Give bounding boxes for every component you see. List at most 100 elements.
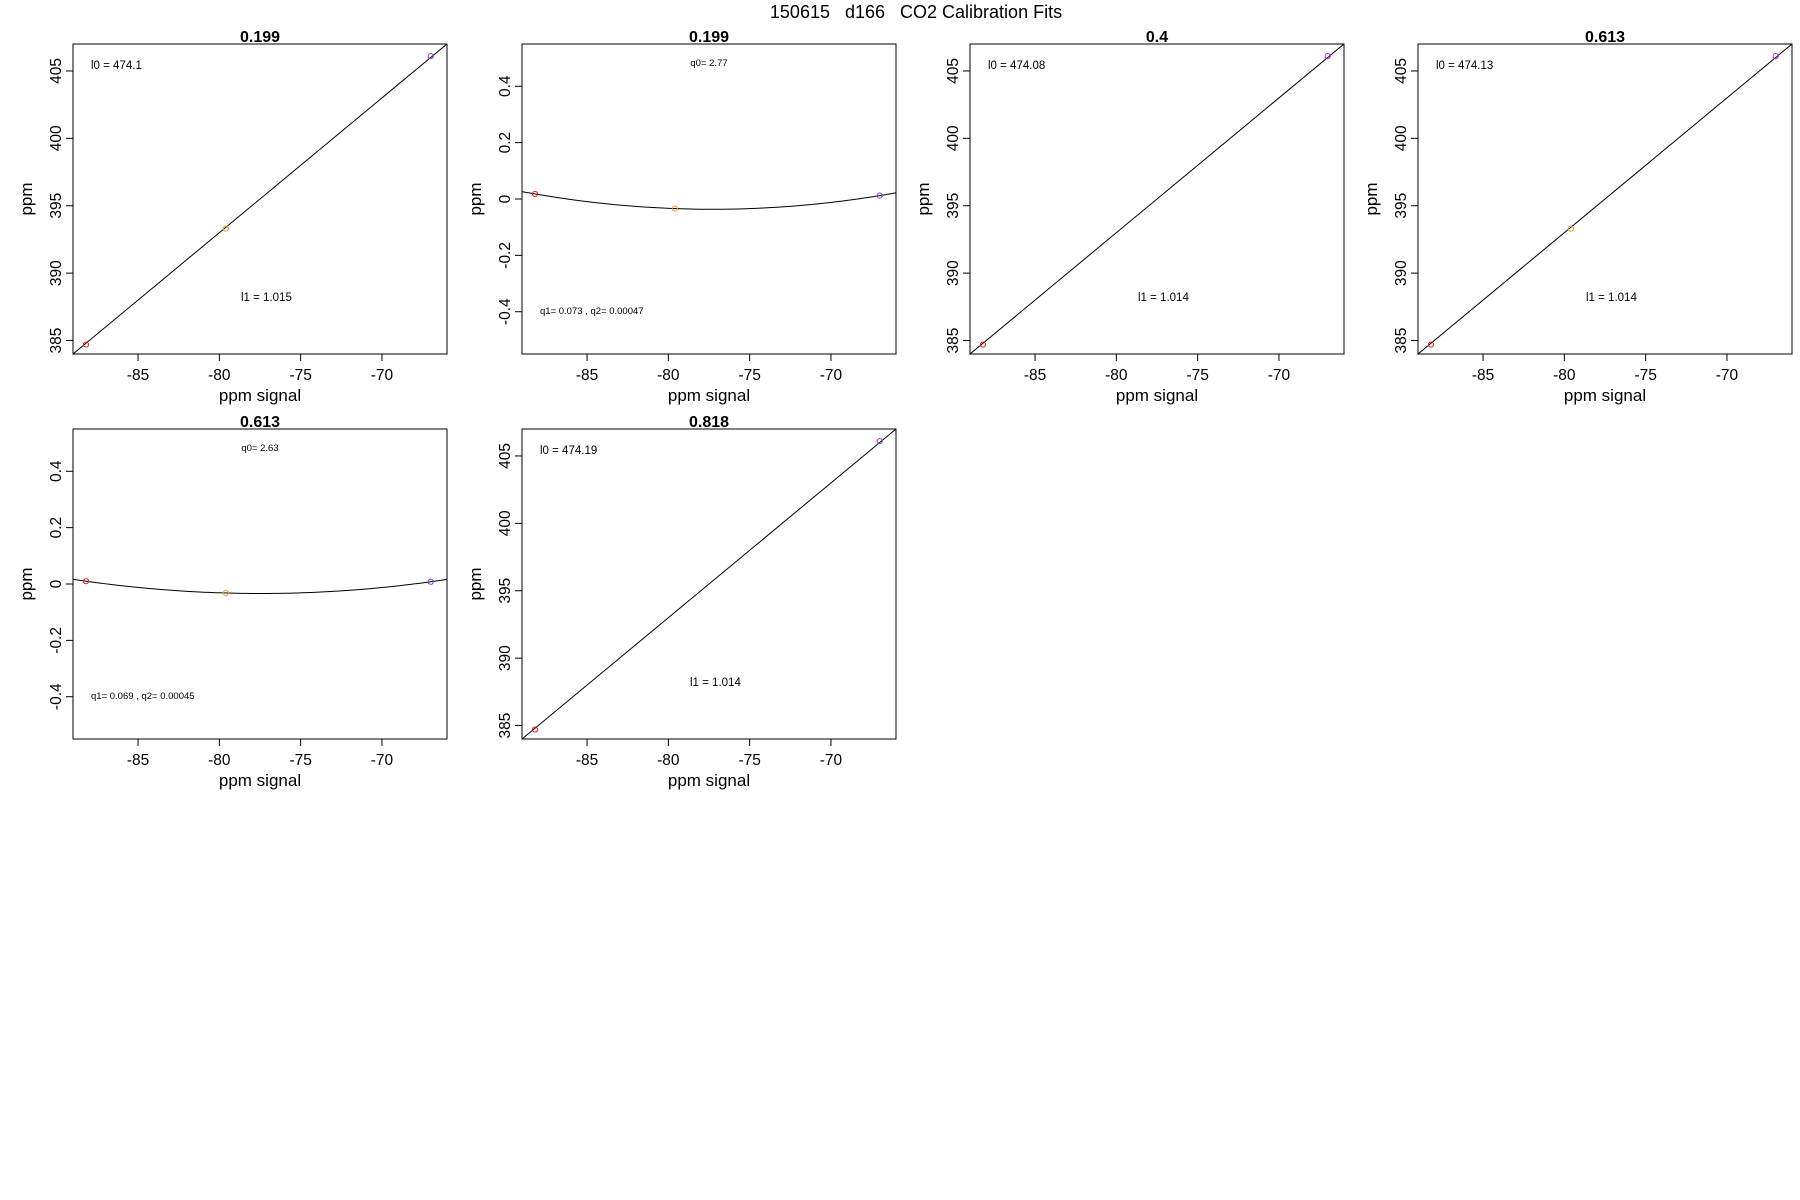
panel-title: 0.4 — [1146, 29, 1168, 46]
fit-line — [970, 44, 1344, 354]
panel-title: 0.613 — [1585, 29, 1625, 46]
y-tick-label: 0.4 — [497, 75, 514, 97]
y-tick-label: 390 — [48, 260, 65, 286]
chart-panel: -85 -80 -75 -70 385 390 395 400 405 0.4 ppm signal… — [914, 29, 1345, 405]
y-tick-label: 0 — [48, 579, 65, 588]
data-point — [82, 578, 90, 585]
panel-title: 0.818 — [689, 414, 729, 431]
x-axis-label: ppm signal — [1564, 386, 1646, 405]
x-tick-label: -80 — [657, 367, 680, 384]
fit-curve — [522, 191, 896, 210]
x-tick-label: -85 — [1024, 367, 1046, 384]
y-tick-label: 400 — [1393, 125, 1410, 151]
x-axis-label: ppm signal — [1116, 386, 1198, 405]
data-point — [876, 438, 883, 445]
fit-line — [73, 44, 447, 354]
data-point — [531, 726, 539, 733]
plot-frame — [521, 428, 897, 740]
x-tick-label: -70 — [820, 752, 843, 769]
annotation-q0: q0= 2.77 — [690, 58, 727, 69]
data-point — [876, 192, 883, 199]
annotation-intercept: l0 = 474.1 — [91, 60, 142, 72]
x-axis-label: ppm signal — [219, 771, 301, 790]
plot-frame — [72, 43, 448, 355]
y-tick-label: 405 — [1393, 58, 1410, 84]
x-tick-label: -70 — [371, 752, 394, 769]
y-tick-label: 395 — [1393, 193, 1410, 219]
annotation-slope: l1 = 1.015 — [241, 292, 292, 304]
y-tick-label: 390 — [945, 260, 962, 286]
chart-panel: -85 -80 -75 -70 385 390 395 400 405 0.199 ppm sign… — [17, 29, 448, 405]
data-point — [427, 53, 434, 60]
chart-panel: -85 -80 -75 -70 -0.4 -0.2 0 0.2 0.4 0.199 ppm sign… — [466, 29, 897, 405]
figure-suptitle: 150615 d166 CO2 Calibration Fits — [769, 2, 1063, 22]
annotation-slope: l1 = 1.014 — [690, 677, 741, 689]
y-tick-label: -0.2 — [48, 627, 65, 654]
y-axis-label: ppm — [1362, 182, 1381, 215]
y-tick-label: -0.4 — [497, 298, 514, 325]
annotation-slope: l1 = 1.014 — [1586, 292, 1637, 304]
y-axis-label: ppm — [466, 182, 485, 215]
y-tick-label: 385 — [945, 328, 962, 354]
panel-title: 0.199 — [240, 29, 280, 46]
x-tick-label: -85 — [1472, 367, 1494, 384]
data-point — [82, 341, 90, 348]
y-tick-label: 395 — [48, 193, 65, 219]
data-point — [222, 589, 229, 597]
y-tick-label: 385 — [497, 713, 514, 739]
x-tick-label: -80 — [208, 367, 231, 384]
annotation-intercept: l0 = 474.19 — [540, 445, 597, 457]
y-axis-label: ppm — [466, 567, 485, 600]
x-axis-label: ppm signal — [219, 386, 301, 405]
y-tick-label: 0.2 — [497, 132, 514, 154]
x-tick-label: -85 — [576, 752, 598, 769]
y-tick-label: 405 — [945, 58, 962, 84]
y-tick-label: 0.4 — [48, 460, 65, 482]
data-point — [1567, 225, 1574, 232]
y-tick-label: 0 — [497, 194, 514, 203]
y-tick-label: 405 — [48, 58, 65, 84]
y-tick-label: 0.2 — [48, 517, 65, 539]
data-point — [979, 341, 987, 348]
fit-line — [522, 429, 896, 739]
y-tick-label: 400 — [945, 125, 962, 151]
data-point — [1772, 53, 1779, 60]
data-point — [671, 205, 678, 212]
panel-title: 0.199 — [689, 29, 729, 46]
data-point — [1427, 341, 1435, 348]
chart-panel: -85 -80 -75 -70 385 390 395 400 405 0.818 ppm sign… — [466, 414, 897, 790]
fit-curve — [73, 578, 447, 595]
x-tick-label: -85 — [127, 367, 149, 384]
x-tick-label: -75 — [1186, 367, 1208, 384]
y-tick-label: 385 — [1393, 328, 1410, 354]
data-point — [427, 578, 434, 585]
x-tick-label: -75 — [1634, 367, 1656, 384]
y-axis-label: ppm — [17, 182, 36, 215]
x-tick-label: -85 — [127, 752, 149, 769]
y-axis-label: ppm — [17, 567, 36, 600]
x-tick-label: -75 — [289, 367, 311, 384]
x-tick-label: -70 — [1268, 367, 1291, 384]
x-axis-label: ppm signal — [668, 386, 750, 405]
data-point — [1324, 53, 1331, 60]
annotation-q1-q2: q1= 0.073 , q2= 0.00047 — [540, 306, 644, 317]
annotation-intercept: l0 = 474.13 — [1436, 60, 1493, 72]
y-tick-label: -0.2 — [497, 242, 514, 269]
x-tick-label: -70 — [371, 367, 394, 384]
plot-frame — [969, 43, 1345, 355]
x-tick-label: -85 — [576, 367, 598, 384]
x-tick-label: -80 — [208, 752, 231, 769]
chart-panel: -85 -80 -75 -70 385 390 395 400 405 0.613 ppm sign… — [1362, 29, 1793, 405]
x-axis-label: ppm signal — [668, 771, 750, 790]
y-tick-label: 400 — [497, 510, 514, 536]
y-tick-label: -0.4 — [48, 683, 65, 710]
x-tick-label: -75 — [738, 367, 760, 384]
annotation-q1-q2: q1= 0.069 , q2= 0.00045 — [91, 691, 195, 702]
x-tick-label: -75 — [289, 752, 311, 769]
x-tick-label: -80 — [1553, 367, 1576, 384]
x-tick-label: -75 — [738, 752, 760, 769]
x-tick-label: -80 — [657, 752, 680, 769]
data-point — [531, 190, 539, 198]
x-tick-label: -80 — [1105, 367, 1128, 384]
